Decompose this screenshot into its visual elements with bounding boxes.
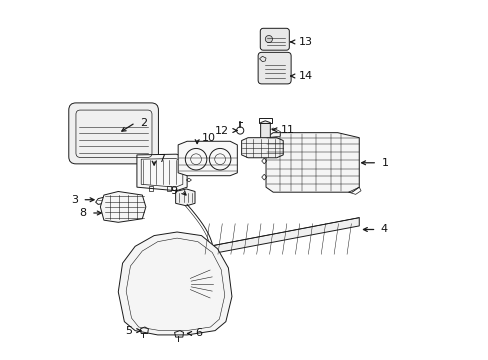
Polygon shape: [100, 192, 145, 222]
FancyBboxPatch shape: [258, 52, 290, 84]
Polygon shape: [265, 133, 359, 192]
FancyBboxPatch shape: [69, 103, 158, 164]
Text: 12: 12: [214, 126, 228, 135]
Text: 1: 1: [381, 158, 387, 168]
Text: 14: 14: [298, 71, 312, 81]
Text: 5: 5: [125, 325, 132, 336]
Text: 9: 9: [170, 186, 177, 196]
Polygon shape: [137, 154, 187, 191]
Polygon shape: [178, 141, 237, 176]
Polygon shape: [118, 232, 231, 335]
Text: 10: 10: [201, 133, 215, 143]
Text: 2: 2: [140, 118, 146, 128]
Text: 7: 7: [158, 154, 165, 164]
Polygon shape: [199, 218, 359, 256]
Polygon shape: [260, 121, 270, 147]
FancyBboxPatch shape: [260, 28, 289, 50]
Text: 4: 4: [380, 225, 387, 234]
Polygon shape: [241, 138, 283, 158]
Text: 13: 13: [298, 37, 312, 47]
Polygon shape: [175, 189, 195, 206]
Text: 8: 8: [80, 208, 86, 218]
Text: 3: 3: [71, 195, 78, 205]
Circle shape: [265, 36, 272, 42]
Text: 6: 6: [195, 328, 203, 338]
Text: 11: 11: [281, 125, 294, 135]
